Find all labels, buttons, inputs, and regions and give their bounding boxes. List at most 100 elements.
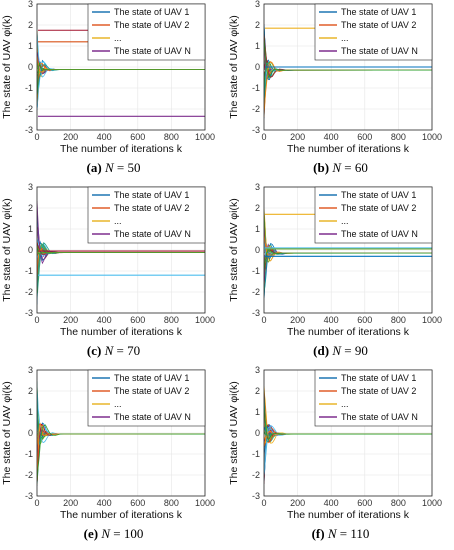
legend-entry: The state of UAV N bbox=[114, 46, 191, 56]
x-tick-label: 400 bbox=[97, 315, 112, 325]
y-axis-label: The state of UAV φi(k) bbox=[1, 381, 13, 484]
legend-entry: ... bbox=[341, 33, 349, 43]
y-axis-label: The state of UAV φi(k) bbox=[228, 381, 240, 484]
x-tick-label: 200 bbox=[290, 132, 305, 142]
uav-trajectory bbox=[37, 64, 205, 96]
x-tick-label: 400 bbox=[97, 132, 112, 142]
uav-trajectory bbox=[264, 406, 432, 440]
y-tick-label: 3 bbox=[255, 183, 260, 192]
x-tick-label: 200 bbox=[290, 498, 305, 508]
x-tick-label: 0 bbox=[261, 315, 266, 325]
series-group bbox=[37, 29, 205, 117]
y-tick-label: -1 bbox=[25, 266, 33, 276]
chart-panel-b: 0 200 400 600 800 1000 3 2 1 0 -1 -2 -3 The number of… bbox=[227, 0, 454, 183]
y-axis-label: The state of UAV φi(k) bbox=[228, 15, 240, 118]
y-tick-label: -2 bbox=[252, 470, 260, 480]
y-tick-label: -2 bbox=[252, 104, 260, 114]
y-tick-label: -1 bbox=[25, 449, 33, 459]
chart-e: 0 200 400 600 800 1000 3 2 1 0 -1 -2 -3 The number of… bbox=[1, 366, 215, 521]
x-tick-label: 600 bbox=[357, 315, 372, 325]
x-tick-label: 200 bbox=[63, 315, 78, 325]
x-tick-label: 600 bbox=[357, 132, 372, 142]
x-tick-label: 0 bbox=[261, 132, 266, 142]
y-tick-label: -2 bbox=[25, 470, 33, 480]
x-tick-label: 0 bbox=[34, 132, 39, 142]
y-tick-label: -3 bbox=[252, 491, 260, 501]
x-axis-label: The number of iterations k bbox=[60, 143, 183, 155]
chart-panel-a: 0 200 400 600 800 1000 3 2 1 0 -1 -2 -3 The number of… bbox=[0, 0, 227, 183]
uav-trajectory bbox=[37, 424, 205, 484]
x-tick-label: 200 bbox=[63, 498, 78, 508]
x-tick-label: 800 bbox=[164, 315, 179, 325]
x-tick-label: 1000 bbox=[195, 132, 215, 142]
legend-entry: The state of UAV 2 bbox=[341, 386, 416, 396]
y-axis-label: The state of UAV φi(k) bbox=[1, 15, 13, 118]
x-tick-label: 400 bbox=[324, 132, 339, 142]
x-tick-label: 600 bbox=[130, 315, 145, 325]
y-axis-label: The state of UAV φi(k) bbox=[228, 198, 240, 301]
y-tick-label: -1 bbox=[252, 449, 260, 459]
chart-panel-f: 0 200 400 600 800 1000 3 2 1 0 -1 -2 -3 The number of… bbox=[227, 366, 454, 549]
chart-d: 0 200 400 600 800 1000 3 2 1 0 -1 -2 -3 The number of… bbox=[228, 183, 442, 338]
legend-entry: The state of UAV 1 bbox=[341, 373, 416, 383]
uav-trajectory bbox=[264, 248, 432, 271]
legend-entry: The state of UAV 2 bbox=[114, 203, 189, 213]
series-group bbox=[264, 209, 432, 299]
x-tick-label: 800 bbox=[391, 315, 406, 325]
x-tick-label: 400 bbox=[324, 498, 339, 508]
y-tick-label: -3 bbox=[252, 308, 260, 318]
y-tick-label: 1 bbox=[255, 407, 260, 417]
legend-entry: The state of UAV 1 bbox=[114, 190, 189, 200]
y-tick-label: 1 bbox=[28, 224, 33, 234]
y-tick-label: 2 bbox=[28, 203, 33, 213]
y-tick-label: 1 bbox=[255, 41, 260, 51]
y-tick-label: 2 bbox=[255, 386, 260, 396]
x-tick-label: 400 bbox=[97, 498, 112, 508]
chart-panel-c: 0 200 400 600 800 1000 3 2 1 0 -1 -2 -3 The number of… bbox=[0, 183, 227, 366]
x-tick-label: 600 bbox=[357, 498, 372, 508]
series-group bbox=[264, 386, 432, 484]
x-tick-label: 800 bbox=[391, 132, 406, 142]
x-axis-label: The number of iterations k bbox=[60, 509, 183, 521]
y-tick-label: -2 bbox=[252, 287, 260, 297]
legend-entry: The state of UAV N bbox=[341, 46, 418, 56]
y-tick-label: -1 bbox=[252, 266, 260, 276]
y-axis-label: The state of UAV φi(k) bbox=[1, 198, 13, 301]
x-tick-label: 1000 bbox=[422, 315, 442, 325]
legend-entry: The state of UAV 1 bbox=[341, 190, 416, 200]
series-group bbox=[37, 381, 205, 486]
y-tick-label: 0 bbox=[255, 62, 260, 72]
x-axis-label: The number of iterations k bbox=[287, 326, 410, 338]
x-tick-label: 1000 bbox=[422, 498, 442, 508]
y-tick-label: 3 bbox=[255, 0, 260, 9]
y-tick-label: -1 bbox=[252, 83, 260, 93]
uav-trajectory bbox=[37, 244, 205, 255]
legend-box bbox=[314, 3, 433, 61]
y-tick-label: 2 bbox=[28, 20, 33, 30]
y-tick-label: 3 bbox=[28, 366, 33, 375]
caption-f: (f) N = 110 bbox=[311, 526, 370, 541]
y-tick-label: 2 bbox=[28, 386, 33, 396]
legend-entry: The state of UAV N bbox=[341, 412, 418, 422]
x-tick-label: 1000 bbox=[195, 498, 215, 508]
y-tick-label: 1 bbox=[28, 407, 33, 417]
chart-b: 0 200 400 600 800 1000 3 2 1 0 -1 -2 -3 The number of… bbox=[228, 0, 442, 155]
y-tick-label: -3 bbox=[25, 125, 33, 135]
x-axis-label: The number of iterations k bbox=[60, 326, 183, 338]
legend-entry: The state of UAV 1 bbox=[114, 373, 189, 383]
y-tick-label: 1 bbox=[28, 41, 33, 51]
y-tick-label: 0 bbox=[28, 428, 33, 438]
y-tick-label: 0 bbox=[255, 245, 260, 255]
x-tick-label: 800 bbox=[391, 498, 406, 508]
x-tick-label: 800 bbox=[164, 132, 179, 142]
legend-entry: The state of UAV 2 bbox=[114, 20, 189, 30]
legend-entry: The state of UAV 2 bbox=[341, 203, 416, 213]
y-tick-label: 0 bbox=[28, 245, 33, 255]
legend-entry: The state of UAV 1 bbox=[341, 7, 416, 17]
legend-entry: ... bbox=[341, 216, 349, 226]
uav-trajectory bbox=[264, 37, 432, 78]
x-tick-label: 0 bbox=[261, 498, 266, 508]
legend-entry: ... bbox=[114, 399, 122, 409]
x-axis-label: The number of iterations k bbox=[287, 509, 410, 521]
